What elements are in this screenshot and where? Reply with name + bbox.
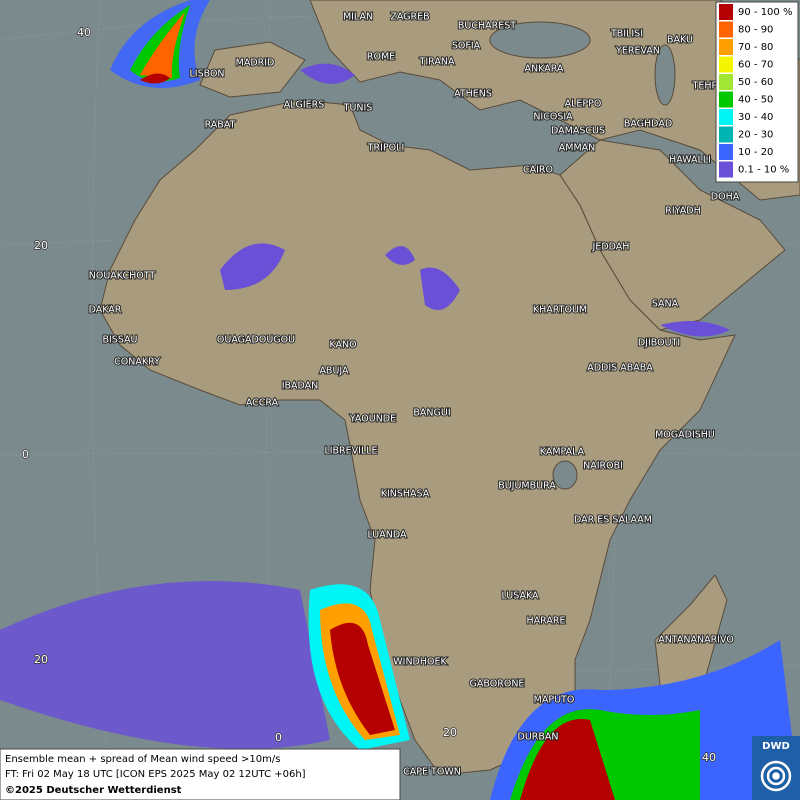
city-label: ABUJA bbox=[319, 366, 349, 377]
legend-swatch bbox=[719, 91, 733, 108]
legend-swatch bbox=[719, 21, 733, 38]
city-label: YEREVAN bbox=[615, 46, 660, 57]
city-label: DURBAN bbox=[518, 732, 559, 743]
legend-label: 20 - 30 bbox=[738, 130, 773, 141]
city-label: MADRID bbox=[236, 58, 275, 69]
footer-box bbox=[0, 748, 401, 800]
city-label: DAKAR bbox=[89, 305, 122, 316]
city-label: ANKARA bbox=[525, 64, 564, 75]
city-label: TBILISI bbox=[610, 29, 643, 40]
city-label: GABORONE bbox=[470, 679, 525, 690]
city-label: BAKU bbox=[667, 35, 693, 46]
footer-line: ©2025 Deutscher Wetterdienst bbox=[5, 785, 182, 796]
footer-line: Ensemble mean + spread of Mean wind spee… bbox=[5, 754, 280, 765]
city-label: ACCRA bbox=[246, 398, 279, 409]
city-label: IBADAN bbox=[282, 381, 319, 392]
city-label: TRIPOLI bbox=[367, 143, 405, 154]
legend-label: 30 - 40 bbox=[738, 112, 773, 123]
grid-label: 20 bbox=[34, 239, 48, 252]
city-label: SANA bbox=[652, 299, 679, 310]
city-label: AMMAN bbox=[559, 143, 596, 154]
legend-label: 70 - 80 bbox=[738, 42, 773, 53]
city-label: HARARE bbox=[527, 616, 566, 627]
city-label: NAIROBI bbox=[583, 461, 623, 472]
legend-label: 40 - 50 bbox=[738, 95, 773, 106]
grid-label: 20 bbox=[34, 653, 48, 666]
logo-swirl bbox=[760, 760, 792, 792]
legend-label: 50 - 60 bbox=[738, 77, 773, 88]
inland-seas bbox=[489, 21, 676, 490]
city-label: ALGIERS bbox=[284, 100, 325, 111]
city-label: DAMASCUS bbox=[551, 126, 605, 137]
legend-swatch bbox=[719, 74, 733, 90]
city-label: YAOUNDE bbox=[349, 414, 396, 425]
city-label: BAGHDAD bbox=[624, 119, 672, 130]
city-labels: MILAN ZAGREB BUCHAREST TBILISI BAKU SOFIA YERE… bbox=[88, 11, 741, 779]
city-label: CAPE TOWN bbox=[403, 767, 461, 778]
grid-label: 20 bbox=[443, 726, 457, 739]
city-label: TIRANA bbox=[419, 57, 455, 68]
city-label: RABAT bbox=[205, 120, 236, 131]
city-label: JEDDAH bbox=[592, 242, 630, 253]
legend-swatch bbox=[719, 4, 733, 20]
legend-label: 0.1 - 10 % bbox=[738, 165, 789, 176]
city-label: MAPUTO bbox=[534, 695, 575, 706]
city-label: LIBREVILLE bbox=[324, 446, 377, 457]
city-label: ADDIS ABABA bbox=[587, 363, 653, 374]
city-label: NICOSIA bbox=[533, 112, 573, 123]
city-label: ATHENS bbox=[454, 89, 492, 100]
legend-swatch bbox=[719, 56, 733, 73]
city-label: RIYADH bbox=[665, 206, 700, 217]
city-label: WINDHOEK bbox=[393, 657, 447, 668]
grid-label: 0 bbox=[22, 448, 29, 461]
city-label: ZAGREB bbox=[390, 12, 429, 23]
city-label: DJIBOUTI bbox=[638, 338, 680, 349]
city-label: ALEPPO bbox=[565, 99, 602, 110]
legend-label: 90 - 100 % bbox=[738, 7, 792, 18]
city-label: BUJUMBURA bbox=[498, 481, 556, 492]
city-label: BISSAU bbox=[102, 335, 137, 346]
city-label: TUNIS bbox=[343, 103, 373, 114]
grid-label: 40 bbox=[77, 26, 91, 39]
legend-swatch bbox=[719, 39, 733, 55]
city-label: DAR ES SALAAM bbox=[574, 515, 652, 526]
city-label: CAIRO bbox=[523, 165, 553, 176]
city-label: ROME bbox=[367, 52, 395, 63]
legend-swatch bbox=[719, 161, 733, 178]
city-label: NOUAKCHOTT bbox=[89, 271, 156, 282]
city-label: MOGADISHU bbox=[655, 430, 715, 441]
city-label: KINSHASA bbox=[381, 489, 430, 500]
legend-swatch bbox=[719, 109, 733, 125]
city-label: LUANDA bbox=[367, 530, 407, 541]
city-label: SOFIA bbox=[452, 41, 481, 52]
legend-label: 10 - 20 bbox=[738, 147, 773, 158]
legend: 90 - 100 % 80 - 90 70 - 80 60 - 70 50 - 60 40… bbox=[715, 1, 799, 183]
city-label: LUSAKA bbox=[501, 591, 539, 602]
city-label: MILAN bbox=[343, 12, 373, 23]
city-label: KHARTOUM bbox=[533, 305, 587, 316]
legend-label: 80 - 90 bbox=[738, 25, 773, 36]
city-label: CONAKRY bbox=[114, 357, 160, 368]
legend-swatch bbox=[719, 144, 733, 160]
footer-line: FT: Fri 02 May 18 UTC [ICON EPS 2025 May… bbox=[5, 769, 306, 780]
city-label: BANGUI bbox=[413, 408, 450, 419]
grid-label: 0 bbox=[275, 731, 282, 744]
city-label: BUCHAREST bbox=[458, 21, 516, 32]
legend-swatch bbox=[719, 126, 733, 143]
city-label: KANO bbox=[329, 340, 356, 351]
grid-label: 40 bbox=[702, 751, 716, 764]
grid-labels: 40 20 0 20 0 20 40 bbox=[21, 25, 717, 765]
city-label: KAMPALA bbox=[540, 447, 585, 458]
city-label: HAWALLI bbox=[669, 155, 711, 166]
city-label: ANTANANARIVO bbox=[658, 635, 734, 646]
logo-text: DWD bbox=[762, 741, 790, 752]
city-label: DOHA bbox=[711, 192, 740, 203]
legend-label: 60 - 70 bbox=[738, 60, 773, 71]
city-label: OUAGADOUGOU bbox=[217, 335, 295, 346]
city-label: LISBON bbox=[189, 69, 224, 80]
